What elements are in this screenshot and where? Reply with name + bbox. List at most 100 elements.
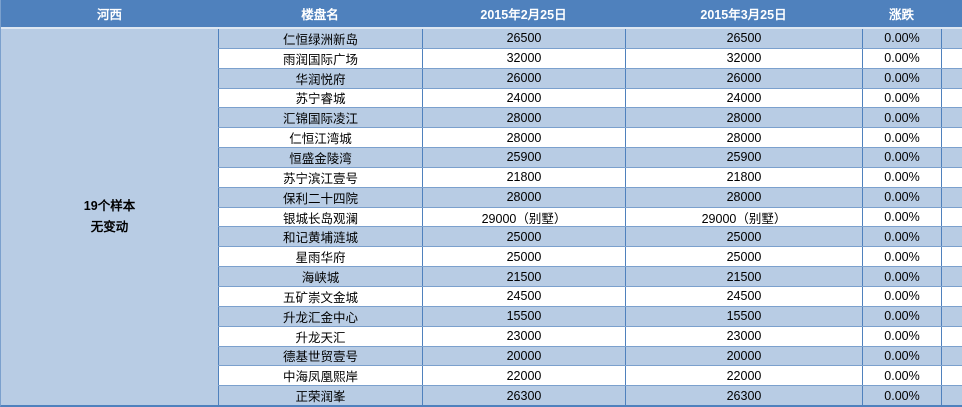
cell-price-mar[interactable]: 28000 (625, 128, 862, 148)
cell-building-name[interactable]: 银城长岛观澜 (218, 207, 422, 227)
cell-price-mar[interactable]: 28000 (625, 108, 862, 128)
cell-price-mar[interactable]: 20000 (625, 346, 862, 366)
table-row[interactable]: 升龙天汇 23000 23000 0.00% (218, 325, 962, 346)
cell-change[interactable]: 0.00% (862, 366, 941, 386)
table-row[interactable]: 苏宁睿城 24000 24000 0.00% (218, 87, 962, 108)
cell-change[interactable]: 0.00% (862, 207, 941, 227)
cell-change[interactable]: 0.00% (862, 187, 941, 207)
cell-price-mar[interactable]: 21800 (625, 167, 862, 187)
cell-price-feb[interactable]: 28000 (422, 128, 625, 148)
cell-change[interactable]: 0.00% (862, 148, 941, 167)
cell-change[interactable]: 0.00% (862, 88, 941, 108)
cell-price-feb[interactable]: 26300 (422, 386, 625, 406)
cell-building-name[interactable]: 星雨华府 (218, 247, 422, 267)
cell-change[interactable]: 0.00% (862, 346, 941, 366)
cell-change[interactable]: 0.00% (862, 306, 941, 326)
cell-price-feb[interactable]: 25000 (422, 247, 625, 267)
table-row[interactable]: 仁恒绿洲新岛 26500 26500 0.00% (218, 29, 962, 48)
cell-price-mar[interactable]: 28000 (625, 187, 862, 207)
cell-change[interactable]: 0.00% (862, 68, 941, 88)
cell-price-mar[interactable]: 25000 (625, 227, 862, 247)
table-row[interactable]: 海峡城 21500 21500 0.00% (218, 266, 962, 286)
cell-price-mar[interactable]: 15500 (625, 306, 862, 326)
cell-price-feb[interactable]: 15500 (422, 306, 625, 326)
cell-price-mar[interactable]: 21500 (625, 267, 862, 286)
cell-building-name[interactable]: 苏宁滨江壹号 (218, 167, 422, 187)
cell-price-feb[interactable]: 28000 (422, 108, 625, 128)
cell-change[interactable]: 0.00% (862, 29, 941, 48)
cell-change[interactable]: 0.00% (862, 167, 941, 187)
cell-change[interactable]: 0.00% (862, 326, 941, 346)
table-row[interactable]: 仁恒江湾城 28000 28000 0.00% (218, 127, 962, 148)
cell-price-mar[interactable]: 26300 (625, 386, 862, 406)
table-row[interactable]: 苏宁滨江壹号 21800 21800 0.00% (218, 166, 962, 187)
cell-building-name[interactable]: 仁恒绿洲新岛 (218, 29, 422, 48)
cell-price-feb[interactable]: 25900 (422, 148, 625, 167)
region-summary-cell[interactable]: 19个样本 无变动 (1, 29, 218, 405)
cell-price-mar[interactable]: 26500 (625, 29, 862, 48)
cell-price-mar[interactable]: 23000 (625, 326, 862, 346)
cell-price-mar[interactable]: 22000 (625, 366, 862, 386)
cell-change[interactable]: 0.00% (862, 286, 941, 306)
cell-price-feb[interactable]: 26000 (422, 68, 625, 88)
cell-building-name[interactable]: 汇锦国际凌江 (218, 108, 422, 128)
cell-building-name[interactable]: 苏宁睿城 (218, 88, 422, 108)
cell-building-name[interactable]: 五矿崇文金城 (218, 286, 422, 306)
table-row[interactable]: 银城长岛观澜 29000（别墅） 29000（别墅） 0.00% (218, 206, 962, 227)
cell-price-mar[interactable]: 32000 (625, 48, 862, 68)
table-row[interactable]: 中海凤凰熙岸 22000 22000 0.00% (218, 365, 962, 386)
cell-building-name[interactable]: 和记黄埔涟城 (218, 227, 422, 247)
cell-price-mar[interactable]: 29000（别墅） (625, 207, 862, 227)
cell-price-feb[interactable]: 29000（别墅） (422, 207, 625, 227)
cell-change[interactable]: 0.00% (862, 227, 941, 247)
cell-price-feb[interactable]: 28000 (422, 187, 625, 207)
header-building-name[interactable]: 楼盘名 (301, 8, 339, 22)
cell-building-name[interactable]: 正荣润峯 (218, 386, 422, 406)
header-region[interactable]: 河西 (96, 8, 122, 22)
cell-price-feb[interactable]: 24000 (422, 88, 625, 108)
table-row[interactable]: 正荣润峯 26300 26300 0.00% (218, 385, 962, 406)
cell-price-feb[interactable]: 24500 (422, 286, 625, 306)
table-row[interactable]: 升龙汇金中心 15500 15500 0.00% (218, 305, 962, 326)
cell-building-name[interactable]: 保利二十四院 (218, 187, 422, 207)
table-row[interactable]: 雨润国际广场 32000 32000 0.00% (218, 47, 962, 68)
cell-building-name[interactable]: 雨润国际广场 (218, 48, 422, 68)
table-row[interactable]: 和记黄埔涟城 25000 25000 0.00% (218, 226, 962, 247)
cell-building-name[interactable]: 升龙汇金中心 (218, 306, 422, 326)
cell-change[interactable]: 0.00% (862, 386, 941, 406)
cell-price-feb[interactable]: 32000 (422, 48, 625, 68)
cell-building-name[interactable]: 海峡城 (218, 267, 422, 286)
table-row[interactable]: 星雨华府 25000 25000 0.00% (218, 246, 962, 267)
table-row[interactable]: 恒盛金陵湾 25900 25900 0.00% (218, 147, 962, 167)
cell-price-mar[interactable]: 25900 (625, 148, 862, 167)
cell-price-mar[interactable]: 25000 (625, 247, 862, 267)
cell-price-feb[interactable]: 21800 (422, 167, 625, 187)
cell-change[interactable]: 0.00% (862, 108, 941, 128)
header-change[interactable]: 涨跌 (888, 8, 914, 22)
header-date-mar[interactable]: 2015年3月25日 (700, 8, 787, 22)
cell-price-feb[interactable]: 20000 (422, 346, 625, 366)
cell-building-name[interactable]: 德基世贸壹号 (218, 346, 422, 366)
cell-price-mar[interactable]: 24000 (625, 88, 862, 108)
cell-change[interactable]: 0.00% (862, 267, 941, 286)
table-row[interactable]: 德基世贸壹号 20000 20000 0.00% (218, 345, 962, 366)
table-row[interactable]: 汇锦国际凌江 28000 28000 0.00% (218, 107, 962, 128)
cell-price-feb[interactable]: 21500 (422, 267, 625, 286)
cell-change[interactable]: 0.00% (862, 48, 941, 68)
cell-building-name[interactable]: 升龙天汇 (218, 326, 422, 346)
cell-price-feb[interactable]: 26500 (422, 29, 625, 48)
table-row[interactable]: 五矿崇文金城 24500 24500 0.00% (218, 285, 962, 306)
cell-building-name[interactable]: 恒盛金陵湾 (218, 148, 422, 167)
cell-building-name[interactable]: 华润悦府 (218, 68, 422, 88)
table-row[interactable]: 华润悦府 26000 26000 0.00% (218, 67, 962, 88)
cell-price-feb[interactable]: 25000 (422, 227, 625, 247)
cell-change[interactable]: 0.00% (862, 247, 941, 267)
cell-price-mar[interactable]: 24500 (625, 286, 862, 306)
cell-building-name[interactable]: 中海凤凰熙岸 (218, 366, 422, 386)
cell-price-mar[interactable]: 26000 (625, 68, 862, 88)
cell-change[interactable]: 0.00% (862, 128, 941, 148)
cell-price-feb[interactable]: 22000 (422, 366, 625, 386)
header-date-feb[interactable]: 2015年2月25日 (480, 8, 567, 22)
table-row[interactable]: 保利二十四院 28000 28000 0.00% (218, 186, 962, 207)
cell-building-name[interactable]: 仁恒江湾城 (218, 128, 422, 148)
